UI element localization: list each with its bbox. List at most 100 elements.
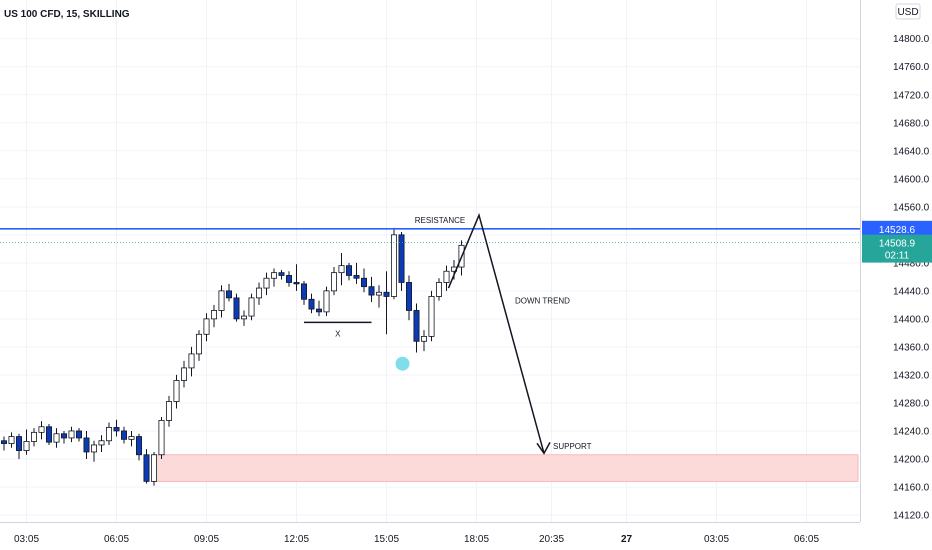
support-label: SUPPORT — [553, 442, 592, 451]
candle-down — [113, 419, 120, 437]
down-trend-label: DOWN TREND — [515, 296, 570, 305]
price-tick-label: 14400.0 — [893, 314, 930, 325]
candle-up — [375, 285, 382, 308]
candle-body — [330, 272, 337, 292]
candle-body — [46, 426, 53, 443]
candle-body — [368, 286, 375, 296]
price-tick-label: 14120.0 — [893, 510, 930, 521]
candle-up — [390, 227, 397, 300]
candle-up — [203, 313, 210, 342]
candle-down — [285, 271, 292, 287]
price-tick-label: 14440.0 — [893, 286, 930, 297]
candle-body — [68, 430, 75, 439]
candle-down — [76, 428, 83, 442]
candle-body — [428, 296, 435, 337]
candle-down — [345, 262, 352, 281]
time-tick-label: 12:05 — [284, 534, 309, 545]
candle-body — [360, 277, 367, 288]
range-label: X — [335, 329, 341, 338]
currency-badge[interactable] — [895, 3, 921, 20]
candle-body — [135, 436, 142, 456]
candle-up — [435, 278, 442, 301]
price-tick-label: 14480.0 — [893, 258, 930, 269]
time-tick-label: 15:05 — [374, 534, 399, 545]
candle-body — [398, 234, 405, 283]
candles — [0, 227, 465, 486]
candle-body — [173, 380, 180, 402]
candle-body — [83, 437, 90, 453]
candle-down — [15, 433, 22, 459]
candle-body — [375, 291, 382, 296]
candle-body — [30, 431, 37, 442]
candle-up — [195, 330, 202, 361]
candle-body — [263, 277, 270, 289]
candle-body — [255, 287, 262, 299]
candle-body — [53, 433, 60, 443]
price-tick-label: 14320.0 — [893, 370, 930, 381]
candle-down — [368, 276, 375, 303]
candle-down — [83, 430, 90, 459]
candle-body — [308, 298, 315, 310]
candle-body — [0, 440, 7, 444]
candle-up — [330, 267, 337, 296]
time-tick-label: 03:05 — [14, 534, 39, 545]
candle-body — [15, 436, 22, 451]
candle-body — [435, 282, 442, 297]
candle-body — [443, 270, 450, 283]
candle-body — [293, 282, 300, 285]
candle-body — [128, 436, 135, 440]
currency-label: USD — [897, 7, 918, 18]
last-price-label: 14508.9 — [879, 239, 916, 250]
candle-up — [53, 428, 60, 448]
candle-body — [233, 297, 240, 320]
price-tick-label: 14800.0 — [893, 34, 930, 45]
candle-down — [413, 303, 420, 353]
candle-up — [30, 428, 37, 447]
candle-up — [240, 310, 247, 326]
candle-body — [91, 444, 98, 453]
candle-up — [263, 272, 270, 296]
candle-down — [46, 423, 53, 445]
grid — [0, 0, 860, 522]
candle-up — [158, 416, 165, 459]
support-zone — [153, 454, 859, 482]
candle-body — [195, 333, 202, 355]
candle-down — [293, 264, 300, 291]
candle-body — [405, 282, 412, 311]
candle-up — [420, 330, 427, 352]
drawings: RESISTANCE X DOWN TREND SUPPORT — [0, 212, 860, 455]
candle-up — [180, 360, 187, 388]
candle-down — [61, 430, 68, 444]
candle-down — [233, 293, 240, 322]
time-tick-label: 18:05 — [464, 534, 489, 545]
candle-up — [38, 421, 45, 440]
candle-body — [61, 433, 68, 439]
candle-body — [413, 310, 420, 342]
candle-up — [428, 290, 435, 342]
candle-down — [360, 268, 367, 293]
time-tick-label: 20:35 — [539, 534, 564, 545]
candle-body — [300, 283, 307, 300]
candle-up — [106, 422, 113, 445]
candle-down — [353, 262, 360, 284]
candle-body — [315, 308, 322, 313]
candle-body — [383, 291, 390, 297]
arrow-head — [536, 442, 551, 455]
candle-down — [405, 275, 412, 321]
price-tick-label: 14200.0 — [893, 454, 930, 465]
candle-body — [420, 335, 427, 342]
price-tick-label: 14560.0 — [893, 202, 930, 213]
time-tick-label: 06:05 — [104, 534, 129, 545]
candle-up — [188, 346, 195, 377]
candle-down — [121, 426, 128, 444]
resistance-price-badge — [862, 220, 932, 237]
price-tick-label: 14600.0 — [893, 174, 930, 185]
last-price-badge — [862, 234, 932, 263]
candle-down — [300, 281, 307, 305]
candle-down — [278, 269, 285, 280]
price-tick-label: 14640.0 — [893, 146, 930, 157]
candle-down — [315, 300, 322, 317]
countdown-label: 02:11 — [885, 251, 910, 262]
